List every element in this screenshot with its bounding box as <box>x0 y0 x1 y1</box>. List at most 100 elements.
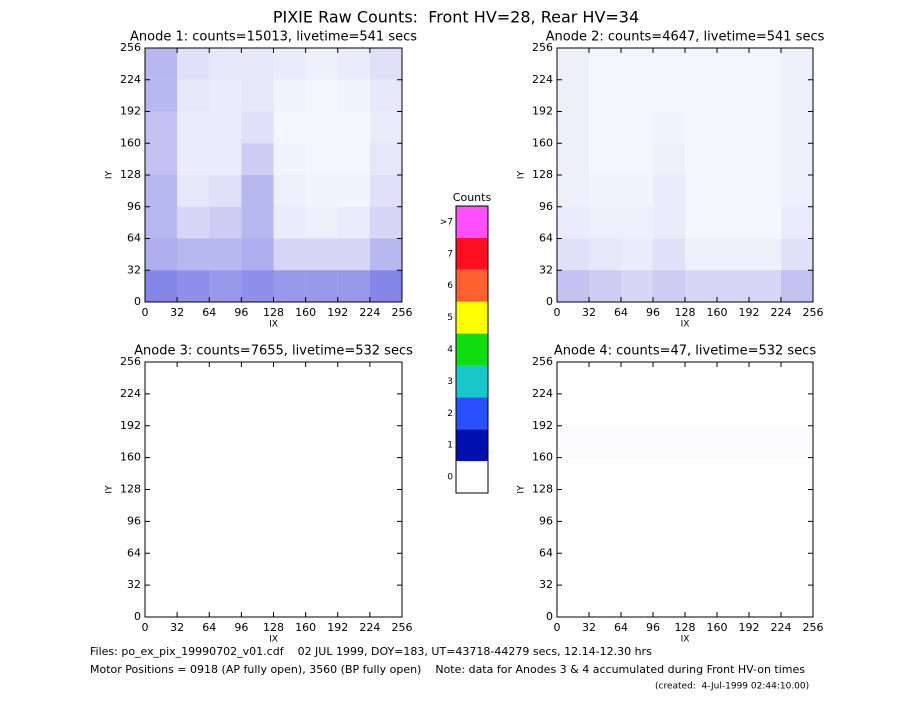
density-cell <box>589 553 621 585</box>
density-cell <box>621 238 653 271</box>
density-cell <box>274 553 306 585</box>
x-tick-label: 160 <box>295 306 316 319</box>
density-cell <box>621 458 653 490</box>
density-cell <box>209 458 241 490</box>
x-tick-label: 32 <box>170 621 184 634</box>
density-cell <box>557 362 589 394</box>
density-cell <box>209 175 242 207</box>
colorbar-label: 4 <box>447 345 453 355</box>
density-cell <box>369 175 402 207</box>
density-cell <box>209 111 242 144</box>
density-cell <box>177 585 209 617</box>
density-cell <box>685 521 717 553</box>
footer-files: Files: po_ex_pix_19990702_v01.cdf 02 JUL… <box>90 645 652 658</box>
colorbar-cell <box>456 301 488 334</box>
density-cell <box>306 553 338 585</box>
density-cell <box>557 426 589 458</box>
density-cell <box>557 79 589 112</box>
density-cell <box>241 426 273 458</box>
y-tick-label: 160 <box>532 451 553 464</box>
density-cell <box>717 206 749 239</box>
density-cell <box>273 79 306 112</box>
density-cell <box>653 79 685 112</box>
density-cell <box>717 175 749 207</box>
density-cell <box>749 270 781 302</box>
y-tick-label: 64 <box>127 546 141 559</box>
density-cell <box>781 362 813 394</box>
density-cell <box>589 270 621 302</box>
density-cell <box>145 585 177 617</box>
x-tick-label: 160 <box>707 621 728 634</box>
density-cell <box>717 521 749 553</box>
density-cell <box>209 206 242 239</box>
density-cell <box>305 206 338 239</box>
density-cell <box>749 394 781 426</box>
density-cell <box>369 238 402 271</box>
density-cell <box>241 238 274 271</box>
density-cell <box>177 238 210 271</box>
density-cell <box>621 206 653 239</box>
density-cell <box>685 490 717 522</box>
density-cell <box>145 111 178 144</box>
density-cell <box>781 206 813 239</box>
density-cell <box>177 79 210 112</box>
density-cell <box>177 458 209 490</box>
density-cell <box>369 79 402 112</box>
colorbar-label: 1 <box>447 441 453 451</box>
density-cell <box>557 175 589 207</box>
density-cell <box>749 490 781 522</box>
density-cell <box>621 394 653 426</box>
density-cell <box>685 111 717 144</box>
density-cell <box>749 143 781 175</box>
y-axis-label: IY <box>517 485 527 494</box>
density-cell <box>653 206 685 239</box>
density-cell <box>685 553 717 585</box>
density-cell <box>621 111 653 144</box>
y-tick-label: 192 <box>532 419 553 432</box>
density-cell <box>653 143 685 175</box>
y-tick-label: 160 <box>532 136 553 149</box>
density-cell <box>337 175 370 207</box>
colorbar-label: 5 <box>447 313 453 323</box>
density-cell <box>781 111 813 144</box>
density-cell <box>209 553 241 585</box>
density-cell <box>685 362 717 394</box>
density-cell <box>781 521 813 553</box>
density-cell <box>781 458 813 490</box>
density-cell <box>177 490 209 522</box>
y-tick-label: 256 <box>120 355 141 368</box>
density-cell <box>557 458 589 490</box>
density-cell <box>241 79 274 112</box>
colorbar-label: 3 <box>447 377 453 387</box>
density-cell <box>369 143 402 175</box>
y-tick-label: 128 <box>532 483 553 496</box>
density-cell <box>241 143 274 175</box>
y-tick-label: 32 <box>127 263 141 276</box>
density-cell <box>337 206 370 239</box>
density-cell <box>621 143 653 175</box>
x-tick-label: 64 <box>614 621 628 634</box>
density-cell <box>749 521 781 553</box>
colorbar-label: 7 <box>447 249 453 259</box>
x-tick-label: 64 <box>202 306 216 319</box>
density-cell <box>557 490 589 522</box>
density-cell <box>717 490 749 522</box>
density-cell <box>145 553 177 585</box>
density-cell <box>685 458 717 490</box>
density-cell <box>589 206 621 239</box>
density-cell <box>653 362 685 394</box>
density-cell <box>781 79 813 112</box>
density-cell <box>621 521 653 553</box>
y-tick-label: 224 <box>120 387 141 400</box>
density-cell <box>589 111 621 144</box>
x-tick-label: 32 <box>170 306 184 319</box>
density-cell <box>337 270 370 302</box>
x-tick-label: 224 <box>359 621 380 634</box>
colorbar-label: 2 <box>447 409 453 419</box>
x-tick-label: 0 <box>554 621 561 634</box>
y-tick-label: 96 <box>539 514 553 527</box>
density-cell <box>241 490 273 522</box>
density-cell <box>781 270 813 302</box>
density-cell <box>274 490 306 522</box>
